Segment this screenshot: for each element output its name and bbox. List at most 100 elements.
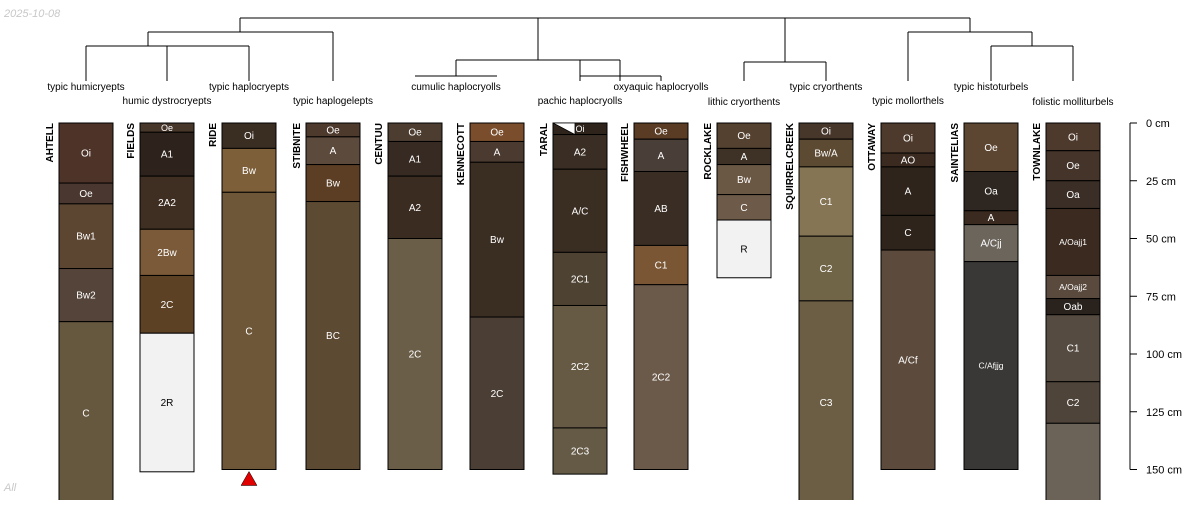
dendrogram-branch bbox=[907, 18, 1074, 81]
horizon-label: Oe bbox=[490, 128, 504, 139]
horizon bbox=[387, 238, 443, 470]
profile-ottaway: Oi AO A C A/Cf OTTAWAY bbox=[867, 122, 936, 470]
horizon bbox=[716, 194, 772, 221]
horizon-label: Oe bbox=[984, 143, 998, 154]
horizon-label: A1 bbox=[161, 150, 174, 161]
horizon-label: Oe bbox=[326, 125, 340, 136]
horizon bbox=[305, 201, 361, 470]
dendrogram-branch bbox=[85, 18, 334, 81]
profile-townlake: Oi Oe Oa A/Oajj1 A/Oajj2 Oab C1 C2 TOWNLAKE bbox=[1032, 122, 1101, 505]
horizon-label: Oe bbox=[1066, 161, 1080, 172]
horizon-label: A bbox=[658, 151, 665, 162]
profile-name: RIDE bbox=[208, 123, 219, 147]
profile-name: OTTAWAY bbox=[867, 123, 878, 171]
horizon-label: 2C2 bbox=[571, 362, 590, 373]
horizon-label: C2 bbox=[820, 264, 833, 275]
horizon bbox=[58, 321, 114, 505]
horizon-label: C bbox=[82, 408, 89, 419]
horizon-label: Oi bbox=[821, 127, 831, 138]
taxon-label: typic histoturbels bbox=[954, 82, 1028, 93]
taxon-label: oxyaquic haplocryolls bbox=[613, 82, 708, 93]
horizon bbox=[387, 140, 443, 177]
horizon-label: AB bbox=[654, 204, 668, 215]
horizon-label: Bw bbox=[490, 235, 505, 246]
profile-ahtell: Oi Oe Bw1 Bw2 C AHTELL bbox=[45, 122, 114, 505]
horizon bbox=[305, 164, 361, 203]
horizon bbox=[1045, 180, 1101, 209]
depth-axis: 0 cm 25 cm 50 cm 75 cm 100 cm 125 cm 150 cm bbox=[1129, 118, 1182, 477]
horizon-label: 2C bbox=[491, 389, 504, 400]
horizon bbox=[963, 122, 1019, 173]
horizon-label: A1 bbox=[409, 154, 422, 165]
horizon-label: 2C bbox=[161, 300, 174, 311]
corner-label: All bbox=[4, 482, 17, 494]
horizon-label: 2C2 bbox=[652, 373, 671, 384]
horizon bbox=[58, 268, 114, 323]
horizon-label: Oa bbox=[984, 187, 998, 198]
horizon-label: C1 bbox=[820, 197, 833, 208]
horizon-label: A/Cf bbox=[898, 355, 918, 366]
horizon-label: Oi bbox=[244, 131, 254, 142]
depth-tick-label: 25 cm bbox=[1146, 176, 1176, 188]
profile-name: SQUIRRELCREEK bbox=[785, 122, 796, 209]
horizon-label: 2A2 bbox=[158, 198, 176, 209]
horizon bbox=[552, 304, 608, 429]
date-stamp: 2025-10-08 bbox=[4, 8, 61, 20]
horizon bbox=[221, 147, 277, 193]
profile-name: AHTELL bbox=[45, 123, 56, 162]
horizon-label: Oab bbox=[1064, 302, 1083, 313]
taxon-label: typic mollorthels bbox=[872, 96, 944, 107]
horizon-label: Bw bbox=[737, 175, 752, 186]
horizon bbox=[1045, 314, 1101, 383]
horizon bbox=[963, 171, 1019, 212]
horizon bbox=[716, 122, 772, 149]
horizon-label: Oe bbox=[408, 128, 422, 139]
depth-tick-label: 0 cm bbox=[1146, 118, 1170, 130]
profile-rocklake: Oe A Bw C R ROCKLAKE bbox=[703, 122, 772, 279]
horizon bbox=[633, 138, 689, 173]
horizon-label: 2C3 bbox=[571, 447, 590, 458]
depth-tick-label: 100 cm bbox=[1146, 349, 1182, 361]
horizon-label: C1 bbox=[1067, 344, 1080, 355]
horizon bbox=[963, 261, 1019, 470]
horizon-label: C bbox=[740, 203, 747, 214]
horizon-label: BC bbox=[326, 331, 340, 342]
horizon bbox=[139, 131, 195, 177]
profile-fields: Oe A1 2A2 2Bw 2C 2R FIELDS bbox=[126, 122, 195, 473]
depth-tick-label: 150 cm bbox=[1146, 465, 1182, 477]
horizon-label: Oi bbox=[1068, 132, 1078, 143]
horizon-label: Bw1 bbox=[76, 232, 96, 243]
taxon-label: lithic cryorthents bbox=[708, 97, 780, 108]
profile-ride: Oi Bw C RIDE bbox=[208, 122, 277, 486]
horizon-label: Oi bbox=[903, 134, 913, 145]
dendrogram-branch bbox=[743, 18, 827, 81]
horizon bbox=[880, 249, 936, 470]
profile-taral: Oi A2 A/C 2C1 2C2 2C3 TARAL bbox=[539, 122, 608, 475]
horizon-label: Oe bbox=[79, 189, 93, 200]
horizon bbox=[221, 191, 277, 471]
profile-name: KENNECOTT bbox=[456, 123, 467, 185]
depth-tick-label: 125 cm bbox=[1146, 407, 1182, 419]
horizon-label: A/C bbox=[572, 206, 589, 217]
truncation-marker bbox=[240, 470, 258, 486]
horizon-label: C2 bbox=[1067, 398, 1080, 409]
profile-kennecott: Oe A Bw 2C KENNECOTT bbox=[456, 122, 525, 471]
horizon-label: Bw bbox=[326, 179, 341, 190]
horizon-label: Bw/A bbox=[814, 149, 838, 160]
horizon-flag bbox=[552, 122, 576, 136]
profile-name: FIELDS bbox=[126, 123, 137, 159]
horizon bbox=[469, 316, 525, 471]
horizon bbox=[552, 427, 608, 475]
horizon bbox=[716, 219, 772, 279]
horizon-label: A bbox=[988, 213, 995, 224]
profile-centuu: Oe A1 A2 2C CENTUU bbox=[374, 122, 443, 470]
horizon bbox=[633, 284, 689, 471]
horizon bbox=[798, 235, 854, 302]
horizon-label: A bbox=[330, 146, 337, 157]
horizon bbox=[798, 300, 854, 505]
profile-name: TARAL bbox=[539, 123, 550, 156]
horizon-label: C3 bbox=[820, 398, 833, 409]
horizon-label: Bw bbox=[242, 166, 257, 177]
horizon bbox=[387, 175, 443, 240]
